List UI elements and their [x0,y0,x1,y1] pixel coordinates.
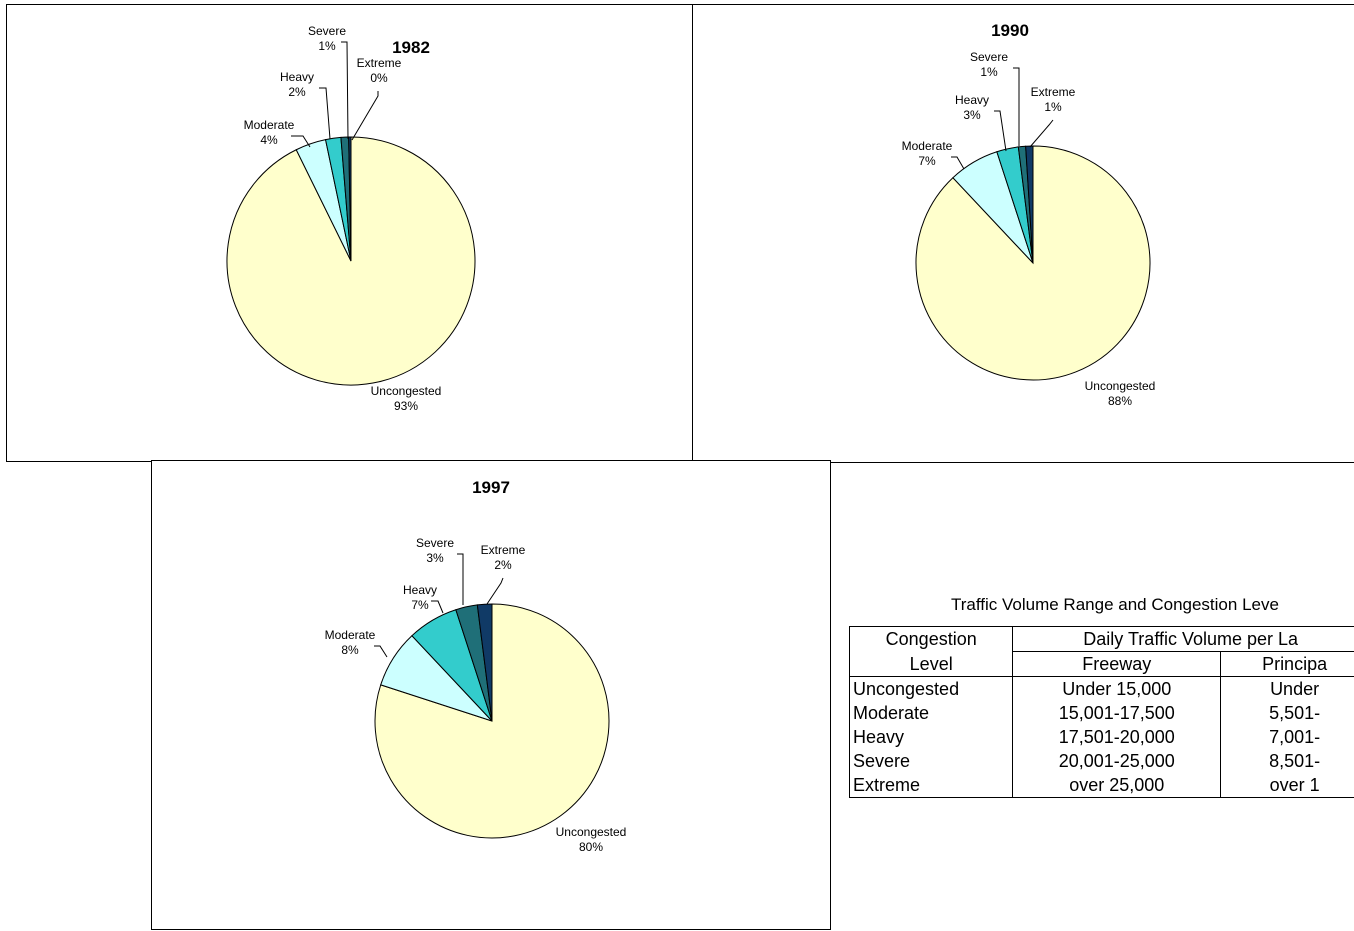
leader-line-heavy [994,111,1006,151]
congestion-level-table: Congestion Daily Traffic Volume per La L… [849,626,1354,798]
header-level: Level [850,652,1013,677]
table-caption: Traffic Volume Range and Congestion Leve [951,595,1279,615]
table-header-row: Congestion Daily Traffic Volume per La [850,627,1354,652]
chart-title: 1997 [472,478,510,497]
header-freeway: Freeway [1013,652,1221,677]
freeway-cell: 17,501-20,000 [1013,725,1221,749]
leader-line-moderate [951,157,964,169]
header-principal: Principa [1221,652,1354,677]
principal-cell: 8,501- [1221,749,1354,773]
level-cell: Moderate [850,701,1013,725]
freeway-cell: 20,001-25,000 [1013,749,1221,773]
table-subheader-row: Level Freeway Principa [850,652,1354,677]
level-cell: Uncongested [850,677,1013,702]
leader-line-severe [341,42,348,139]
freeway-cell: over 25,000 [1013,773,1221,798]
principal-cell: 5,501- [1221,701,1354,725]
level-cell: Heavy [850,725,1013,749]
header-congestion: Congestion [850,627,1013,652]
chart-title: 1990 [991,21,1029,40]
leader-line-extreme [352,91,378,140]
leader-line-severe [457,554,463,605]
leader-line-severe [1013,68,1019,146]
leader-line-heavy [319,88,330,139]
level-cell: Severe [850,749,1013,773]
level-cell: Extreme [850,773,1013,798]
header-daily-volume: Daily Traffic Volume per La [1013,627,1354,652]
freeway-cell: Under 15,000 [1013,677,1221,702]
leader-line-extreme [1030,120,1053,147]
principal-cell: Under [1221,677,1354,702]
leader-line-moderate [374,646,387,657]
principal-cell: 7,001- [1221,725,1354,749]
leader-line-extreme [487,578,503,604]
freeway-cell: 15,001-17,500 [1013,701,1221,725]
leader-line-heavy [431,601,443,613]
chart-title: 1982 [392,38,430,57]
principal-cell: over 1 [1221,773,1354,798]
